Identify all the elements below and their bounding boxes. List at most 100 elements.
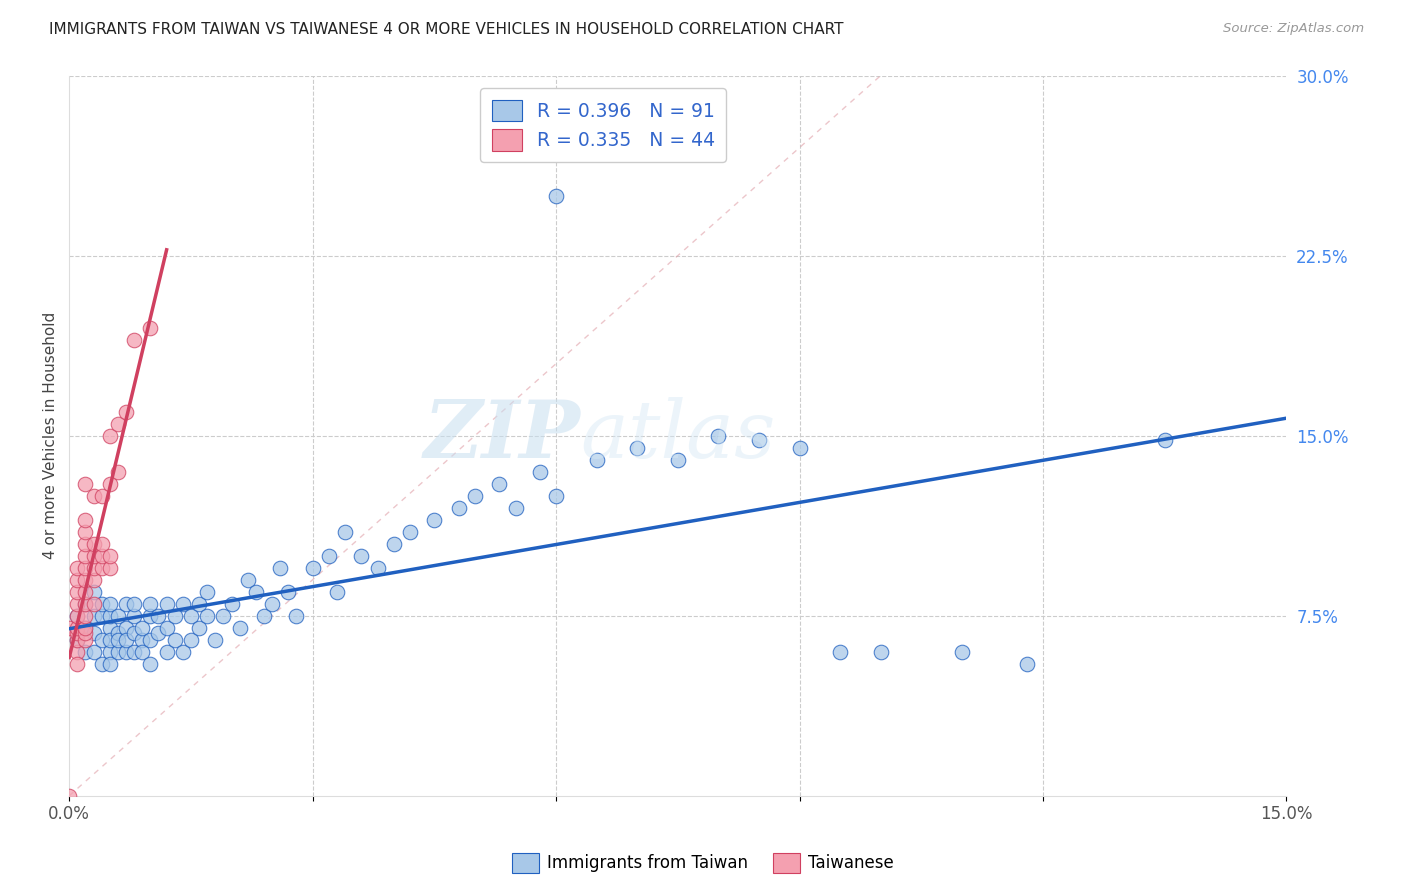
Point (75, 537, 97, 551)
Point (66, 632, 89, 647)
Point (155, 645, 177, 659)
Point (131, 621, 153, 635)
Point (115, 621, 138, 635)
Point (83, 645, 105, 659)
Point (1153, 434, 1175, 448)
Point (98, 428, 121, 442)
Y-axis label: 4 or more Vehicles in Household: 4 or more Vehicles in Household (44, 312, 58, 559)
Point (950, 645, 973, 659)
Point (75, 621, 97, 635)
Point (262, 597, 284, 611)
Point (107, 645, 129, 659)
Point (66, 608, 89, 623)
Point (83, 560, 105, 574)
Point (155, 597, 177, 611)
Point (505, 500, 527, 515)
Point (83, 597, 105, 611)
Point (172, 597, 194, 611)
Point (464, 489, 486, 503)
Point (107, 465, 129, 479)
Point (1015, 657, 1038, 671)
Point (269, 560, 291, 574)
Text: Source: ZipAtlas.com: Source: ZipAtlas.com (1223, 22, 1364, 36)
Point (75, 621, 97, 635)
Point (90, 597, 112, 611)
Point (75, 597, 97, 611)
Point (98, 476, 121, 491)
Point (139, 608, 162, 623)
Point (98, 657, 121, 671)
Point (98, 560, 121, 574)
Text: IMMIGRANTS FROM TAIWAN VS TAIWANESE 4 OR MORE VEHICLES IN HOUSEHOLD CORRELATION : IMMIGRANTS FROM TAIWAN VS TAIWANESE 4 OR… (49, 22, 844, 37)
Point (707, 428, 730, 442)
Point (107, 625, 129, 640)
Point (75, 560, 97, 574)
Point (367, 560, 389, 574)
Point (98, 608, 121, 623)
Point (107, 417, 129, 431)
Point (83, 549, 105, 563)
Point (195, 584, 218, 599)
Point (75, 625, 97, 640)
Point (221, 597, 243, 611)
Point (83, 537, 105, 551)
Point (488, 476, 510, 491)
Point (245, 584, 267, 599)
Point (83, 608, 105, 623)
Point (546, 489, 568, 503)
Point (148, 625, 170, 640)
Point (75, 584, 97, 599)
Point (98, 621, 121, 635)
Point (122, 645, 145, 659)
Point (131, 645, 153, 659)
Point (122, 625, 145, 640)
Point (163, 632, 186, 647)
Point (83, 625, 105, 640)
Text: ZIP: ZIP (423, 397, 581, 475)
Point (626, 441, 648, 455)
Point (155, 621, 177, 635)
Point (90, 560, 112, 574)
Point (546, 188, 568, 202)
Point (326, 584, 349, 599)
Point (75, 513, 97, 527)
Point (66, 608, 89, 623)
Point (148, 608, 170, 623)
Point (666, 452, 689, 467)
Point (236, 573, 259, 587)
Text: atlas: atlas (581, 397, 776, 475)
Point (75, 549, 97, 563)
Point (204, 632, 226, 647)
Point (115, 597, 138, 611)
Point (66, 645, 89, 659)
Point (66, 584, 89, 599)
Point (789, 441, 811, 455)
Point (75, 573, 97, 587)
Point (75, 645, 97, 659)
Point (228, 621, 250, 635)
Point (66, 560, 89, 574)
Point (447, 500, 470, 515)
Point (83, 584, 105, 599)
Point (98, 549, 121, 563)
Point (318, 549, 340, 563)
Point (277, 584, 299, 599)
Point (90, 489, 112, 503)
Point (90, 632, 112, 647)
Point (195, 608, 218, 623)
Point (90, 549, 112, 563)
Point (180, 608, 202, 623)
Point (75, 597, 97, 611)
Point (66, 625, 89, 640)
Point (66, 657, 89, 671)
Point (115, 404, 138, 418)
Point (66, 632, 89, 647)
Point (90, 657, 112, 671)
Point (98, 645, 121, 659)
Point (75, 476, 97, 491)
Point (285, 608, 308, 623)
Point (66, 597, 89, 611)
Point (66, 621, 89, 635)
Point (139, 320, 162, 334)
Point (122, 333, 145, 347)
